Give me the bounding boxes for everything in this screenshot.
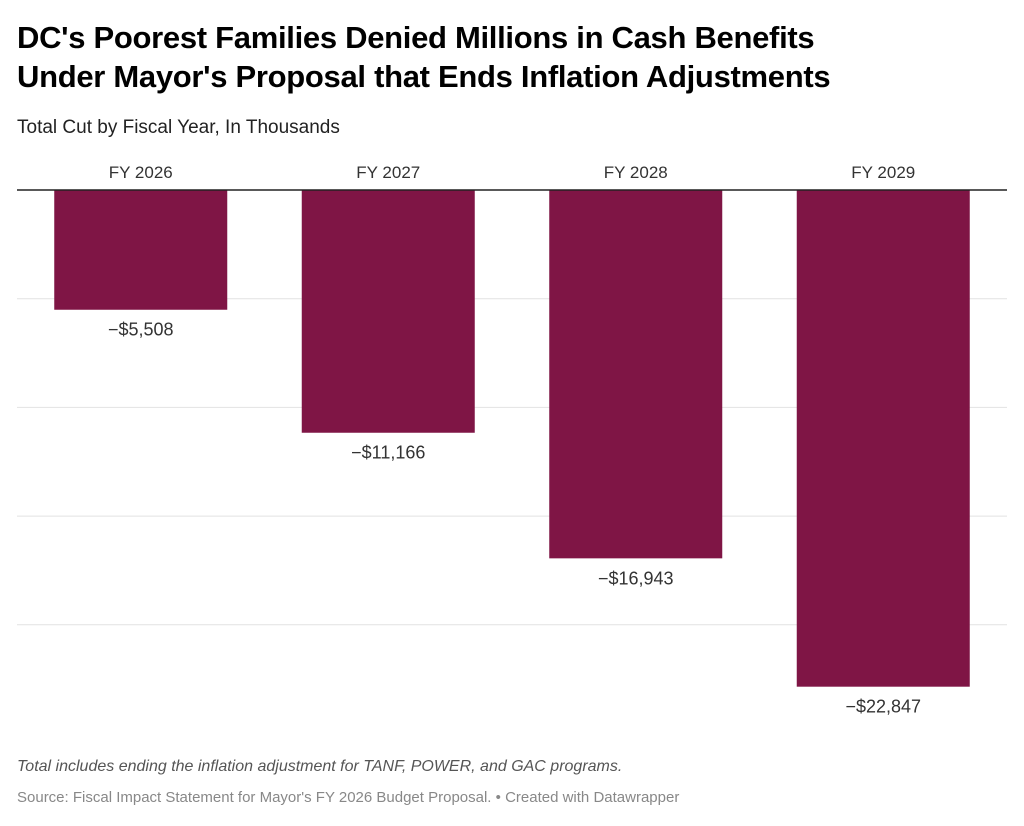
title-line-2: Under Mayor's Proposal that Ends Inflati… xyxy=(17,59,831,94)
data-label: −$22,847 xyxy=(845,697,921,717)
title-line-1: DC's Poorest Families Denied Millions in… xyxy=(17,20,815,55)
bar-fy-2028 xyxy=(549,190,723,559)
bar-chart: FY 2026 −$5,508 FY 2027 −$11,166 FY 2028 −$16… xyxy=(17,163,1007,717)
chart-source: Source: Fiscal Impact Statement for Mayo… xyxy=(17,789,680,806)
bar-fy-2026 xyxy=(54,190,228,310)
category-label: FY 2027 xyxy=(356,163,420,182)
category-label: FY 2026 xyxy=(109,163,173,182)
chart-title: DC's Poorest Families Denied Millions in… xyxy=(17,18,1007,96)
data-label: −$11,166 xyxy=(351,443,425,463)
bar-fy-2027 xyxy=(301,190,475,433)
data-label: −$5,508 xyxy=(108,320,174,340)
chart-subtitle: Total Cut by Fiscal Year, In Thousands xyxy=(17,117,340,138)
category-label: FY 2028 xyxy=(604,163,668,182)
chart-notes: Total includes ending the inflation adju… xyxy=(17,758,623,775)
data-label: −$16,943 xyxy=(598,568,674,588)
category-label: FY 2029 xyxy=(851,163,915,182)
bar-fy-2029 xyxy=(796,190,970,687)
